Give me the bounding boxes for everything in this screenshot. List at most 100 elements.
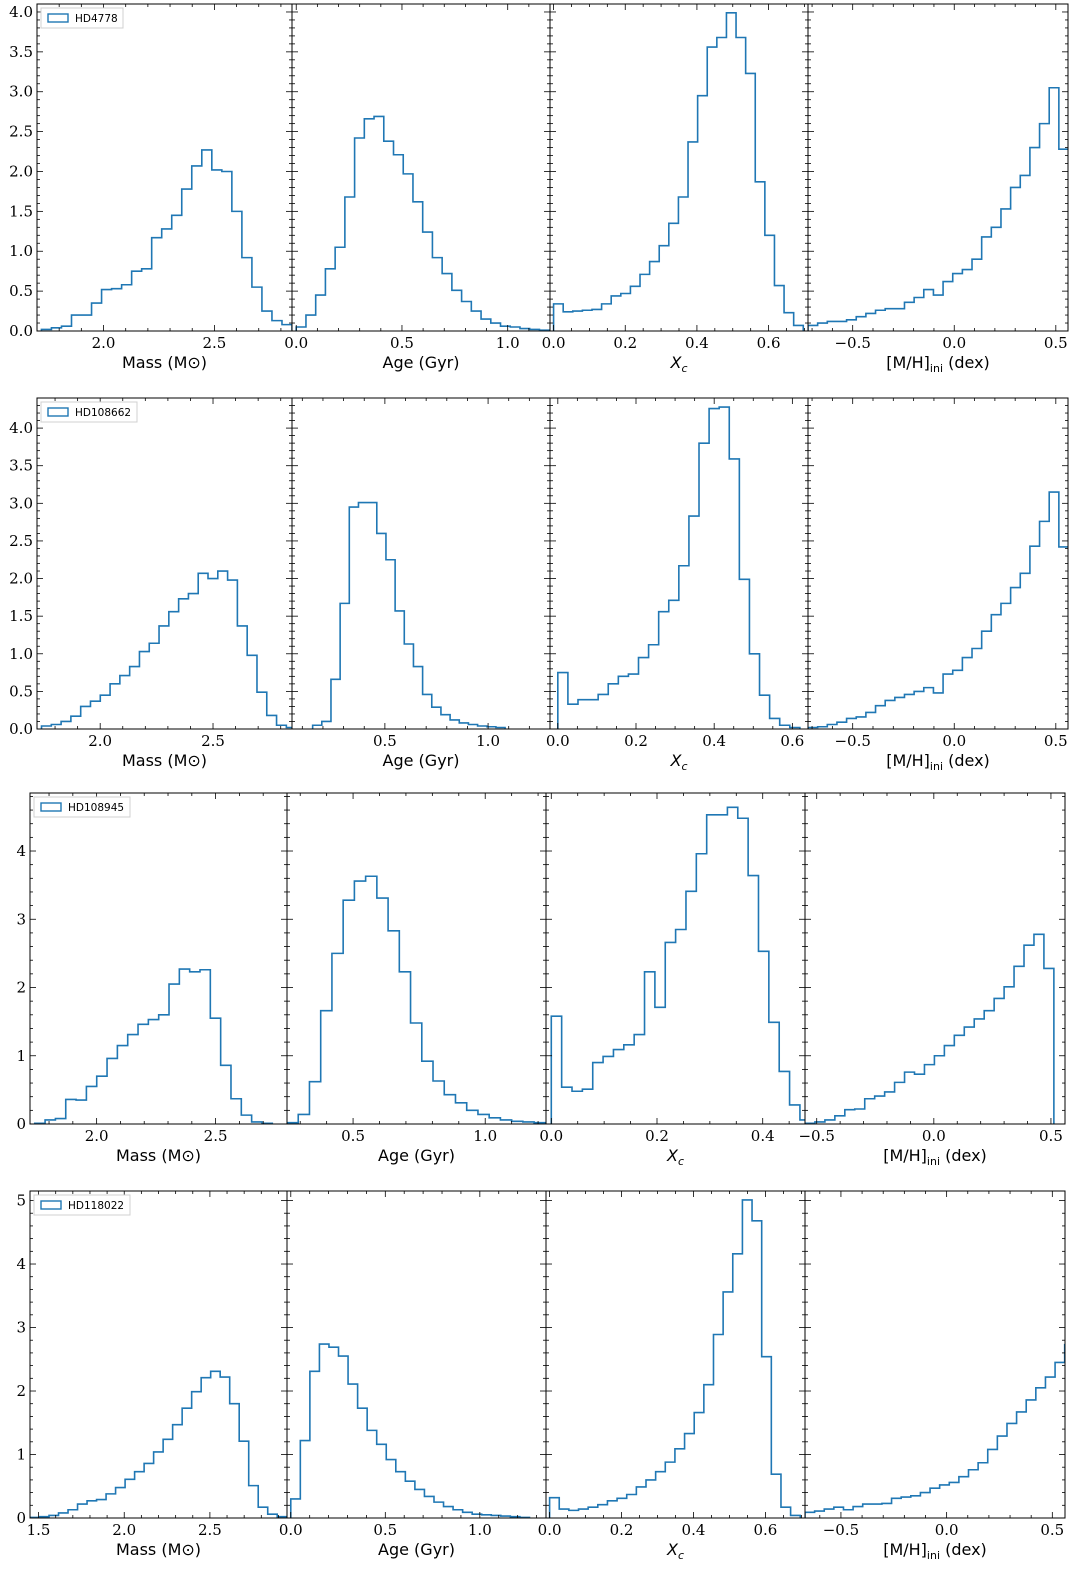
x-axis-label: Xc (666, 1146, 684, 1168)
x-axis-label: Mass (M⊙) (122, 353, 207, 372)
x-axis-label: Xc (666, 1540, 684, 1562)
histogram-steps (289, 1343, 531, 1518)
x-tick-label: 2.5 (201, 732, 225, 750)
y-tick-label: 4.0 (9, 3, 33, 21)
axes-frame (545, 792, 806, 1125)
legend-swatch (40, 802, 62, 812)
axes-frame (804, 792, 1066, 1125)
x-tick-label: 0.0 (942, 334, 966, 352)
x-tick-label: 0.5 (1040, 1521, 1064, 1539)
x-tick-label: 0.4 (685, 334, 709, 352)
histogram-panel: 0.0 0.5 1.0 Age (Gyr) (284, 3, 551, 372)
x-axis-label: Age (Gyr) (378, 1146, 455, 1165)
x-tick-label: 0.0 (922, 1127, 946, 1145)
axes-frame (36, 397, 293, 730)
y-tick-label: 3.5 (9, 457, 33, 475)
x-tick-label: 0.6 (754, 1521, 778, 1539)
legend-box (40, 401, 138, 423)
y-tick-label: 2 (16, 979, 26, 997)
x-tick-label: 1.0 (473, 1127, 497, 1145)
legend-label: HD108945 (68, 802, 124, 814)
x-axis-label: Mass (M⊙) (116, 1146, 201, 1165)
legend: HD108662 (40, 401, 138, 423)
histogram-panel: 0.0 0.2 0.4 Xc (539, 792, 806, 1168)
x-axis-label: [M/H]ini (dex) (886, 751, 990, 773)
x-tick-label: 0.0 (542, 334, 566, 352)
x-tick-label: −0.5 (834, 334, 870, 352)
histogram-steps (808, 491, 1068, 729)
axes-frame (291, 3, 551, 332)
histogram-steps (40, 570, 292, 729)
x-axis-label: Age (Gyr) (383, 353, 460, 372)
x-tick-label: 0.5 (341, 1127, 365, 1145)
histogram-steps (40, 149, 292, 331)
x-tick-label: 0.2 (645, 1127, 669, 1145)
y-tick-label: 5 (16, 1192, 26, 1210)
histogram-steps (805, 1343, 1065, 1518)
legend-swatch (47, 407, 69, 417)
x-tick-label: 0.4 (751, 1127, 775, 1145)
y-tick-label: 1 (16, 1446, 26, 1464)
y-tick-label: 3 (16, 910, 26, 928)
x-tick-label: 0.0 (546, 732, 570, 750)
x-tick-label: 0.0 (942, 732, 966, 750)
y-tick-label: 0 (16, 1115, 26, 1133)
y-tick-label: 3.5 (9, 43, 33, 61)
y-tick-label: 4 (16, 1255, 26, 1273)
axes-frame (807, 397, 1069, 730)
y-tick-label: 1.0 (9, 242, 33, 260)
legend-swatch (40, 1200, 62, 1210)
x-axis-label: [M/H]ini (dex) (883, 1146, 987, 1168)
histogram-steps (311, 501, 506, 729)
x-tick-label: 0.5 (1039, 1127, 1063, 1145)
y-tick-label: 3.0 (9, 83, 33, 101)
y-tick-label: 1 (16, 1047, 26, 1065)
y-tick-label: 1.5 (9, 607, 33, 625)
x-axis-label: Xc (669, 751, 687, 773)
axes-frame (549, 3, 809, 332)
y-tick-label: 1.0 (9, 645, 33, 663)
x-tick-label: 0.5 (373, 1521, 397, 1539)
x-tick-label: 1.0 (496, 334, 520, 352)
legend: HD4778 (40, 7, 124, 29)
x-tick-label: 1.0 (476, 732, 500, 750)
histogram-panel: 0.5 1.0 Age (Gyr) (291, 397, 551, 770)
histogram-steps (33, 968, 274, 1124)
legend-label: HD108662 (75, 407, 131, 419)
x-tick-label: 0.4 (682, 1521, 706, 1539)
x-axis-label: [M/H]ini (dex) (883, 1540, 987, 1562)
histogram-panel: 0.0 0.2 0.4 0.6 Xc (542, 3, 809, 375)
y-tick-label: 3.0 (9, 494, 33, 512)
x-tick-label: −0.5 (834, 732, 870, 750)
histogram-steps (295, 115, 550, 331)
histogram-panel: −0.5 0.0 0.5 [M/H]ini (dex) (804, 1190, 1066, 1562)
legend: HD108945 (33, 796, 131, 818)
x-tick-label: 0.0 (539, 1127, 563, 1145)
x-tick-label: 1.0 (468, 1521, 492, 1539)
x-axis-label: Age (Gyr) (378, 1540, 455, 1559)
histogram-panel: −0.5 0.0 0.5 [M/H]ini (dex) (807, 397, 1069, 773)
histogram-panel: −0.5 0.0 0.5 [M/H]ini (dex) (807, 3, 1069, 375)
y-tick-label: 2.5 (9, 532, 33, 550)
y-tick-label: 2.0 (9, 162, 33, 180)
x-axis-label: Mass (M⊙) (122, 751, 207, 770)
x-tick-label: 0.2 (624, 732, 648, 750)
histogram-panel: 0.0 0.2 0.4 0.6 Xc (538, 1190, 806, 1562)
x-tick-label: 2.0 (112, 1521, 136, 1539)
x-tick-label: −0.5 (823, 1521, 859, 1539)
y-tick-label: 2.0 (9, 570, 33, 588)
y-tick-label: 4 (16, 842, 26, 860)
x-tick-label: 0.6 (780, 732, 804, 750)
x-axis-label: Mass (M⊙) (116, 1540, 201, 1559)
axes-frame (29, 792, 288, 1125)
x-tick-label: 2.0 (88, 732, 112, 750)
legend-label: HD4778 (75, 13, 118, 25)
x-tick-label: 0.0 (538, 1521, 562, 1539)
histogram-steps (548, 1199, 802, 1518)
y-tick-label: 3 (16, 1319, 26, 1337)
y-tick-label: 2 (16, 1382, 26, 1400)
x-tick-label: −0.5 (798, 1127, 834, 1145)
